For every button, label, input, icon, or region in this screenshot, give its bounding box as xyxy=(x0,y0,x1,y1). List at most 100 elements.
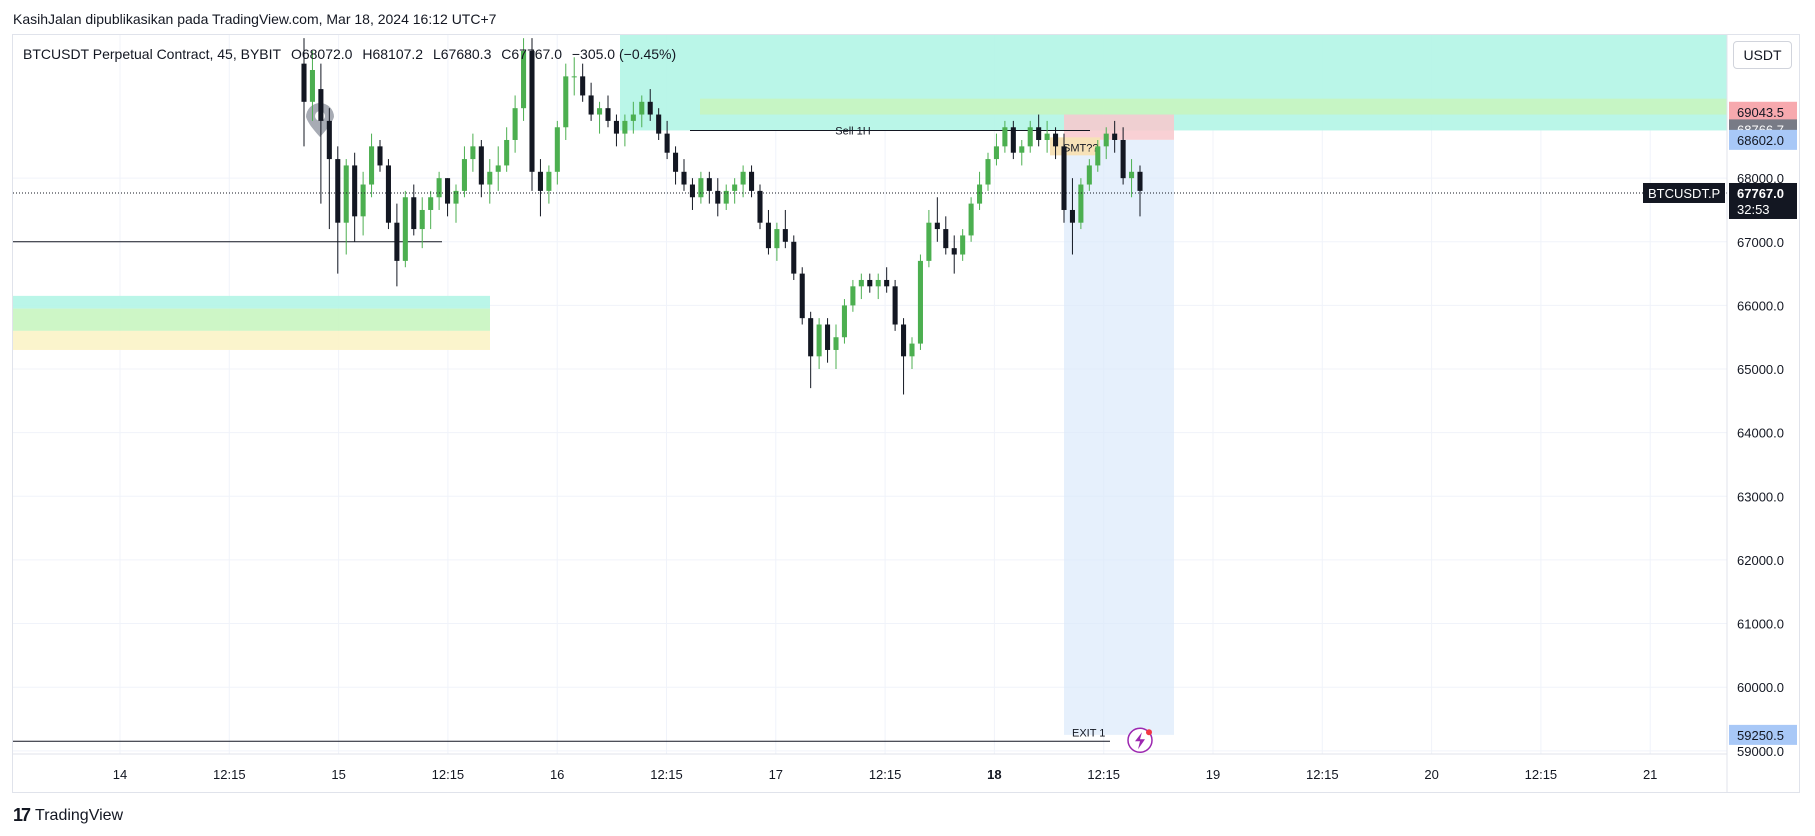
candle-body xyxy=(715,190,721,204)
time-tick-label: 12:15 xyxy=(1306,767,1339,782)
currency-button[interactable]: USDT xyxy=(1733,41,1792,69)
price-label-bg xyxy=(1729,724,1797,745)
time-tick-label: 19 xyxy=(1206,767,1220,782)
candle-body xyxy=(833,337,839,350)
candle-body xyxy=(1137,171,1143,191)
candle-body xyxy=(757,190,763,223)
time-tick-label: 12:15 xyxy=(1525,767,1558,782)
candle-body xyxy=(1095,146,1101,166)
sell-1h-label: Sell 1H xyxy=(835,125,871,137)
time-tick-label: 12:15 xyxy=(213,767,246,782)
smt-label: SMT?? xyxy=(1063,142,1098,154)
candle-body xyxy=(816,324,822,357)
time-tick-label: 20 xyxy=(1424,767,1438,782)
price-tick-label: 63000.0 xyxy=(1737,489,1784,504)
candle-body xyxy=(892,286,898,325)
candle-body xyxy=(1044,133,1050,140)
candle-body xyxy=(732,184,738,191)
candle-body xyxy=(580,76,586,96)
candle-body xyxy=(993,146,999,160)
candle-body xyxy=(369,146,375,185)
candle-body xyxy=(495,165,501,172)
candle-body xyxy=(352,165,358,217)
candle-body xyxy=(521,50,527,109)
candle-body xyxy=(850,286,856,306)
candle-body xyxy=(960,235,966,255)
candle-body xyxy=(875,279,881,287)
legend-symbol: BTCUSDT Perpetual Contract, 45, BYBIT xyxy=(23,46,282,62)
price-tick-label: 61000.0 xyxy=(1737,617,1784,632)
candle-body xyxy=(588,95,594,115)
price-tick-label: 59000.0 xyxy=(1737,744,1784,759)
candle-body xyxy=(774,229,780,249)
candle-body xyxy=(1078,184,1084,223)
green-zone-left xyxy=(13,308,490,331)
candle-body xyxy=(428,197,434,210)
candle-body xyxy=(723,190,729,204)
candle-body xyxy=(977,184,983,204)
tradingview-logo-icon: 17 xyxy=(13,805,31,825)
candle-body xyxy=(841,305,847,338)
candle-body xyxy=(318,89,324,121)
candle-body xyxy=(1086,165,1092,185)
candle-body xyxy=(453,190,459,204)
candle-body xyxy=(884,279,890,287)
candle-body xyxy=(1061,146,1067,210)
candle-body xyxy=(445,178,451,204)
green-zone-top xyxy=(700,98,1727,115)
candle-body xyxy=(858,279,864,287)
chart-frame xyxy=(12,34,1800,793)
candle-body xyxy=(461,159,467,191)
candle-body xyxy=(512,108,518,140)
candle-body xyxy=(478,146,484,185)
price-label: 69043.5 xyxy=(1737,105,1784,120)
candle-body xyxy=(765,222,771,249)
candle-body xyxy=(1053,133,1059,147)
candle-body xyxy=(622,120,628,134)
price-tick-label: 64000.0 xyxy=(1737,426,1784,441)
price-tick-label: 67000.0 xyxy=(1737,235,1784,250)
candle-body xyxy=(343,165,349,223)
legend-open: O68072.0 xyxy=(290,46,353,62)
candle-body xyxy=(504,139,510,166)
time-tick-label: 12:15 xyxy=(432,767,465,782)
candle-body xyxy=(698,178,704,198)
notification-dot-icon xyxy=(1146,729,1152,736)
legend-low: L67680.3 xyxy=(432,46,492,62)
candle-body xyxy=(613,120,619,134)
candle-body xyxy=(385,165,391,223)
price-tick-label: 68000.0 xyxy=(1737,171,1784,186)
candle-body xyxy=(1120,139,1126,179)
candle-body xyxy=(799,273,805,319)
candle-body xyxy=(1027,127,1033,147)
legend-high: H68107.2 xyxy=(362,46,424,62)
candle-body xyxy=(377,146,383,166)
candle-body xyxy=(309,69,315,102)
candle-body xyxy=(968,203,974,236)
candle-body xyxy=(706,178,712,191)
candle-body xyxy=(647,101,653,115)
candle-body xyxy=(934,222,940,230)
candle-body xyxy=(1103,133,1109,147)
publication-header: KasihJalan dipublikasikan pada TradingVi… xyxy=(13,11,497,27)
candle-body xyxy=(825,324,831,350)
candle-body xyxy=(656,114,662,134)
symbol-tag-bg xyxy=(1643,182,1725,203)
candle-body xyxy=(326,120,332,160)
candle-body xyxy=(749,171,755,191)
candle-body xyxy=(419,209,425,230)
candle-body xyxy=(571,76,577,78)
time-tick-label: 12:15 xyxy=(869,767,902,782)
candle-body xyxy=(487,171,493,185)
candle-body xyxy=(1010,127,1016,153)
price-label-bg xyxy=(1729,129,1797,150)
candle-body xyxy=(791,241,797,274)
candle-body xyxy=(951,248,957,255)
candle-body xyxy=(926,222,932,261)
time-tick-label: 14 xyxy=(113,767,127,782)
candle-body xyxy=(630,114,636,121)
time-tick-label: 16 xyxy=(550,767,564,782)
candle-body xyxy=(901,324,907,357)
countdown-label: 32:53 xyxy=(1737,202,1770,217)
